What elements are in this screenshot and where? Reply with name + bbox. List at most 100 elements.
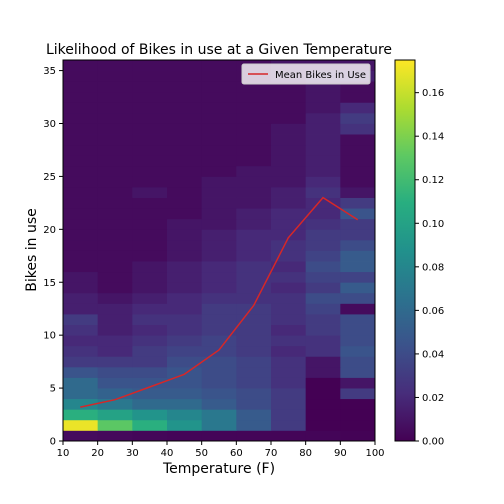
heatmap-cell	[63, 419, 99, 431]
heatmap-cell	[167, 292, 203, 304]
heatmap-cell	[132, 187, 168, 198]
heatmap-cell	[97, 134, 133, 146]
heatmap-cell	[167, 81, 203, 93]
heatmap-cell	[63, 91, 99, 103]
heatmap-cell	[236, 197, 272, 209]
heatmap-cell	[201, 123, 237, 135]
heatmap-cell	[305, 419, 341, 431]
heatmap-cell	[167, 229, 203, 241]
heatmap-cell	[271, 377, 307, 389]
heatmap-cell	[167, 430, 203, 442]
heatmap-cell	[63, 81, 99, 93]
heatmap-cell	[167, 314, 203, 325]
heatmap-cell	[167, 356, 203, 368]
heatmap-cell	[201, 324, 237, 336]
heatmap-cell	[271, 112, 307, 124]
heatmap-cell	[97, 250, 133, 262]
heatmap-cell	[97, 70, 133, 82]
heatmap-cell	[132, 208, 168, 220]
heatmap-cell	[63, 292, 99, 304]
heatmap-cell	[201, 430, 237, 442]
heatmap-cell	[305, 155, 341, 167]
x-axis: 10 20 30 40 50 60 70 80 90 100	[57, 441, 385, 459]
heatmap-cell	[340, 102, 376, 114]
heatmap-cell	[236, 366, 272, 378]
heatmap-cell	[271, 356, 307, 368]
heatmap-cell	[97, 165, 133, 177]
heatmap-cell	[63, 176, 99, 188]
colorbar-tick-label: 0.06	[422, 306, 444, 317]
heatmap-cell	[236, 218, 272, 230]
heatmap-cell	[63, 303, 99, 315]
heatmap-cell	[167, 155, 203, 167]
heatmap-cell	[305, 81, 341, 93]
y-tick-label: 10	[43, 331, 56, 342]
heatmap-cell	[271, 388, 307, 400]
heatmap-cell	[271, 165, 307, 177]
heatmap-cell	[340, 345, 376, 357]
heatmap-cell	[236, 155, 272, 167]
heatmap-cell	[305, 144, 341, 156]
legend-label-mean-bikes: Mean Bikes in Use	[275, 70, 366, 81]
heatmap-cell	[97, 123, 133, 135]
heatmap-cell	[167, 388, 203, 400]
heatmap-cell	[167, 102, 203, 114]
heatmap-cell	[97, 176, 133, 188]
heatmap-cell	[167, 70, 203, 82]
heatmap-cell	[271, 81, 307, 93]
chart-title: Likelihood of Bikes in use at a Given Te…	[46, 42, 392, 58]
heatmap-cell	[97, 271, 133, 283]
heatmap-cell	[167, 187, 203, 198]
heatmap-cell	[63, 197, 99, 209]
heatmap-cell	[63, 356, 99, 368]
heatmap-cell	[305, 250, 341, 262]
heatmap-cell	[236, 314, 272, 325]
heatmap-cell	[201, 377, 237, 389]
heatmap-cell	[167, 419, 203, 431]
heatmap-cell	[236, 377, 272, 389]
heatmap-cell	[271, 144, 307, 156]
x-tick-label: 40	[161, 448, 174, 459]
heatmap-cell	[340, 123, 376, 135]
heatmap-cell	[201, 91, 237, 103]
heatmap-cell	[201, 112, 237, 124]
heatmap-cell	[167, 208, 203, 220]
heatmap-cell	[97, 314, 133, 325]
heatmap-cell	[132, 314, 168, 325]
heatmap-cell	[236, 144, 272, 156]
heatmap-cell	[340, 250, 376, 262]
heatmap-cell	[236, 187, 272, 198]
heatmap-cell	[340, 303, 376, 315]
heatmap-cell	[97, 208, 133, 220]
heatmap-cell	[236, 112, 272, 124]
heatmap-cell	[340, 271, 376, 283]
heatmap-cell	[167, 134, 203, 146]
heatmap-cell	[132, 398, 168, 410]
heatmap-cell	[305, 430, 341, 442]
y-tick-label: 15	[43, 278, 56, 289]
heatmap-cell	[167, 324, 203, 336]
heatmap-cell	[236, 91, 272, 103]
heatmap-cell	[201, 261, 237, 273]
x-tick-label: 80	[299, 448, 312, 459]
heatmap-cell	[97, 430, 133, 442]
heatmap-cell	[305, 165, 341, 177]
heatmap-cell	[201, 176, 237, 188]
heatmap-cell	[63, 144, 99, 156]
heatmap-cell	[236, 282, 272, 294]
heatmap-cell	[340, 324, 376, 336]
heatmap-cell	[132, 388, 168, 400]
heatmap-cell	[63, 187, 99, 198]
heatmap-cell	[305, 102, 341, 114]
heatmap-cell	[132, 60, 168, 71]
heatmap-cell	[63, 282, 99, 294]
x-tick-label: 70	[265, 448, 278, 459]
heatmap-cell	[236, 123, 272, 135]
heatmap-cell	[97, 419, 133, 431]
heatmap-cell	[305, 134, 341, 146]
heatmap-cell	[97, 197, 133, 209]
heatmap-cell	[201, 419, 237, 431]
heatmap-cell	[201, 335, 237, 347]
x-tick-label: 50	[195, 448, 208, 459]
heatmap-cell	[132, 356, 168, 368]
